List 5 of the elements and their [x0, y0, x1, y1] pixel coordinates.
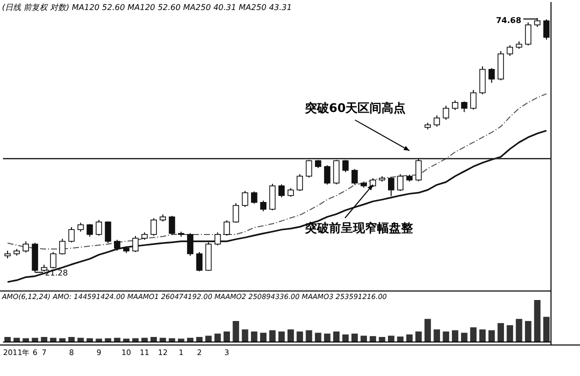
- annotation: 突破60天区间高点: [304, 101, 406, 115]
- annotation: 突破前呈现窄幅盘整: [304, 221, 414, 235]
- annotation: 74.68: [496, 16, 522, 25]
- annotation: 21.28: [44, 268, 68, 278]
- chart-title: (日线 前复权 对数) MA120 52.60 MA120 52.60 MA250 40.31 MA250 43.31: [2, 3, 292, 12]
